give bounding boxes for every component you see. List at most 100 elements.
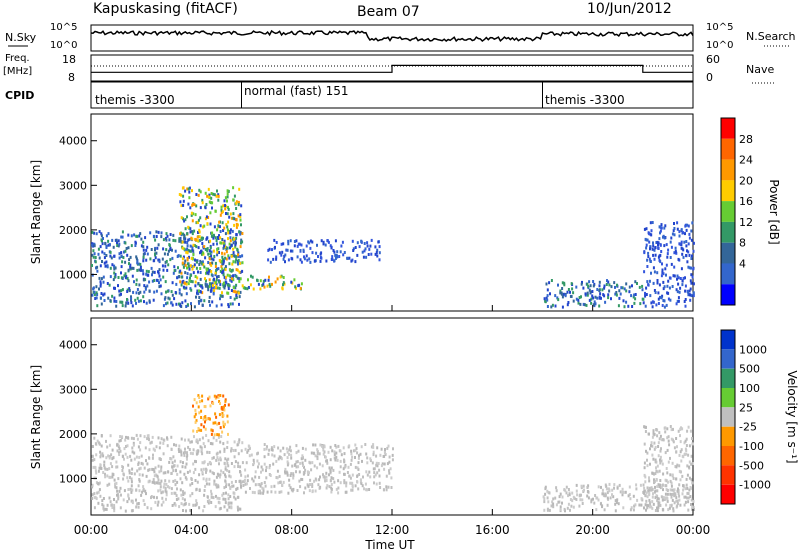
velocity-pixel: [230, 506, 233, 510]
power-pixel: [239, 218, 242, 222]
velocity-pixel: [201, 436, 204, 440]
velocity-pixel: [142, 499, 145, 503]
power-pixel: [173, 265, 176, 269]
velocity-pixel: [275, 459, 278, 463]
velocity-pixel: [117, 443, 120, 447]
power-pixel: [561, 281, 564, 285]
velocity-pixel: [124, 452, 127, 456]
power-pixel: [134, 298, 137, 302]
velocity-pixel: [185, 462, 188, 466]
velocity-pixel: [662, 495, 665, 499]
velocity-pixel: [195, 499, 198, 503]
velocity-pixel: [265, 476, 268, 480]
velocity-pixel: [330, 487, 333, 491]
power-pixel: [586, 282, 589, 286]
power-pixel: [681, 252, 684, 256]
power-pixel: [561, 305, 564, 309]
velocity-pixel: [654, 458, 657, 462]
power-pixel: [239, 215, 242, 219]
velocity-pixel: [117, 495, 120, 499]
velocity-pixel: [224, 465, 227, 469]
power-pixel: [125, 275, 128, 278]
power-pixel: [103, 292, 106, 296]
power-pixel: [217, 236, 219, 239]
velocity-pixel: [606, 491, 609, 495]
power-pixel: [690, 273, 693, 277]
power-pixel: [223, 286, 226, 290]
power-pixel: [181, 186, 184, 190]
velocity-pixel: [314, 443, 317, 447]
power-pixel: [221, 267, 224, 271]
power-pixel: [166, 268, 169, 272]
power-pixel: [154, 256, 157, 260]
velocity-pixel: [330, 483, 333, 486]
velocity-pixel: [636, 498, 639, 502]
power-pixel: [155, 251, 158, 255]
power-pixel: [232, 274, 235, 278]
velocity-pixel: [171, 461, 174, 465]
velocity-pixel: [277, 457, 280, 461]
power-pixel: [646, 265, 649, 268]
velocity-pixel: [267, 452, 270, 456]
power-scatter-region-0: [91, 229, 244, 309]
power-pixel: [164, 280, 167, 284]
power-pixel: [636, 282, 638, 285]
velocity-pixel: [182, 461, 184, 465]
velocity-pixel: [659, 461, 662, 465]
velocity-pixel: [223, 486, 226, 490]
power-pixel: [230, 254, 233, 258]
velocity-pixel: [387, 444, 390, 448]
power-pixel: [546, 305, 549, 308]
power-pixel: [210, 234, 213, 238]
power-pixel: [225, 250, 228, 254]
velocity-pixel: [135, 488, 138, 492]
power-pixel: [210, 201, 212, 205]
power-pixel: [115, 300, 118, 303]
power-pixel: [665, 273, 667, 277]
power-pixel: [209, 222, 212, 226]
power-pixel: [223, 252, 226, 256]
power-pixel: [352, 247, 355, 251]
velocity-pixel: [653, 447, 656, 451]
velocity-pixel: [93, 436, 96, 440]
power-pixel: [655, 241, 658, 244]
velocity-pixel: [212, 496, 215, 500]
power-pixel: [116, 241, 118, 245]
velocity-pixel: [606, 503, 609, 507]
velocity-pixel: [677, 487, 679, 491]
velocity-pixel: [244, 482, 247, 486]
power-pixel: [691, 254, 693, 258]
power-pixel: [151, 273, 153, 277]
power-pixel: [172, 238, 175, 242]
power-pixel: [217, 224, 220, 228]
power-pixel: [646, 280, 649, 284]
power-pixel: [211, 300, 214, 304]
power-pixel: [686, 249, 688, 253]
velocity-pixel: [266, 490, 269, 494]
power-pixel: [196, 289, 199, 293]
power-pixel: [114, 273, 117, 276]
velocity-pixel: [160, 491, 163, 495]
power-pixel: [185, 286, 188, 290]
power-pixel: [186, 187, 189, 191]
velocity-pixel: [200, 448, 203, 452]
power-pixel: [227, 231, 230, 235]
power-pixel: [153, 290, 156, 294]
velocity-pixel: [206, 495, 209, 499]
velocity-pixel: [311, 490, 314, 494]
velocity-pixel: [219, 458, 222, 462]
velocity-pixel: [691, 505, 694, 509]
velocity-pixel: [365, 452, 368, 456]
velocity-pixel: [178, 444, 181, 448]
power-pixel: [211, 284, 214, 288]
power-pixel: [689, 287, 692, 291]
power-pixel: [179, 254, 182, 258]
velocity-pixel: [334, 444, 337, 447]
velocity-pixel: [657, 501, 660, 505]
velocity-pixel: [569, 498, 572, 501]
power-pixel: [234, 245, 237, 249]
power-pixel: [215, 239, 218, 242]
velocity-pixel: [155, 445, 158, 449]
power-pixel: [199, 290, 202, 294]
power-pixel: [202, 251, 205, 255]
